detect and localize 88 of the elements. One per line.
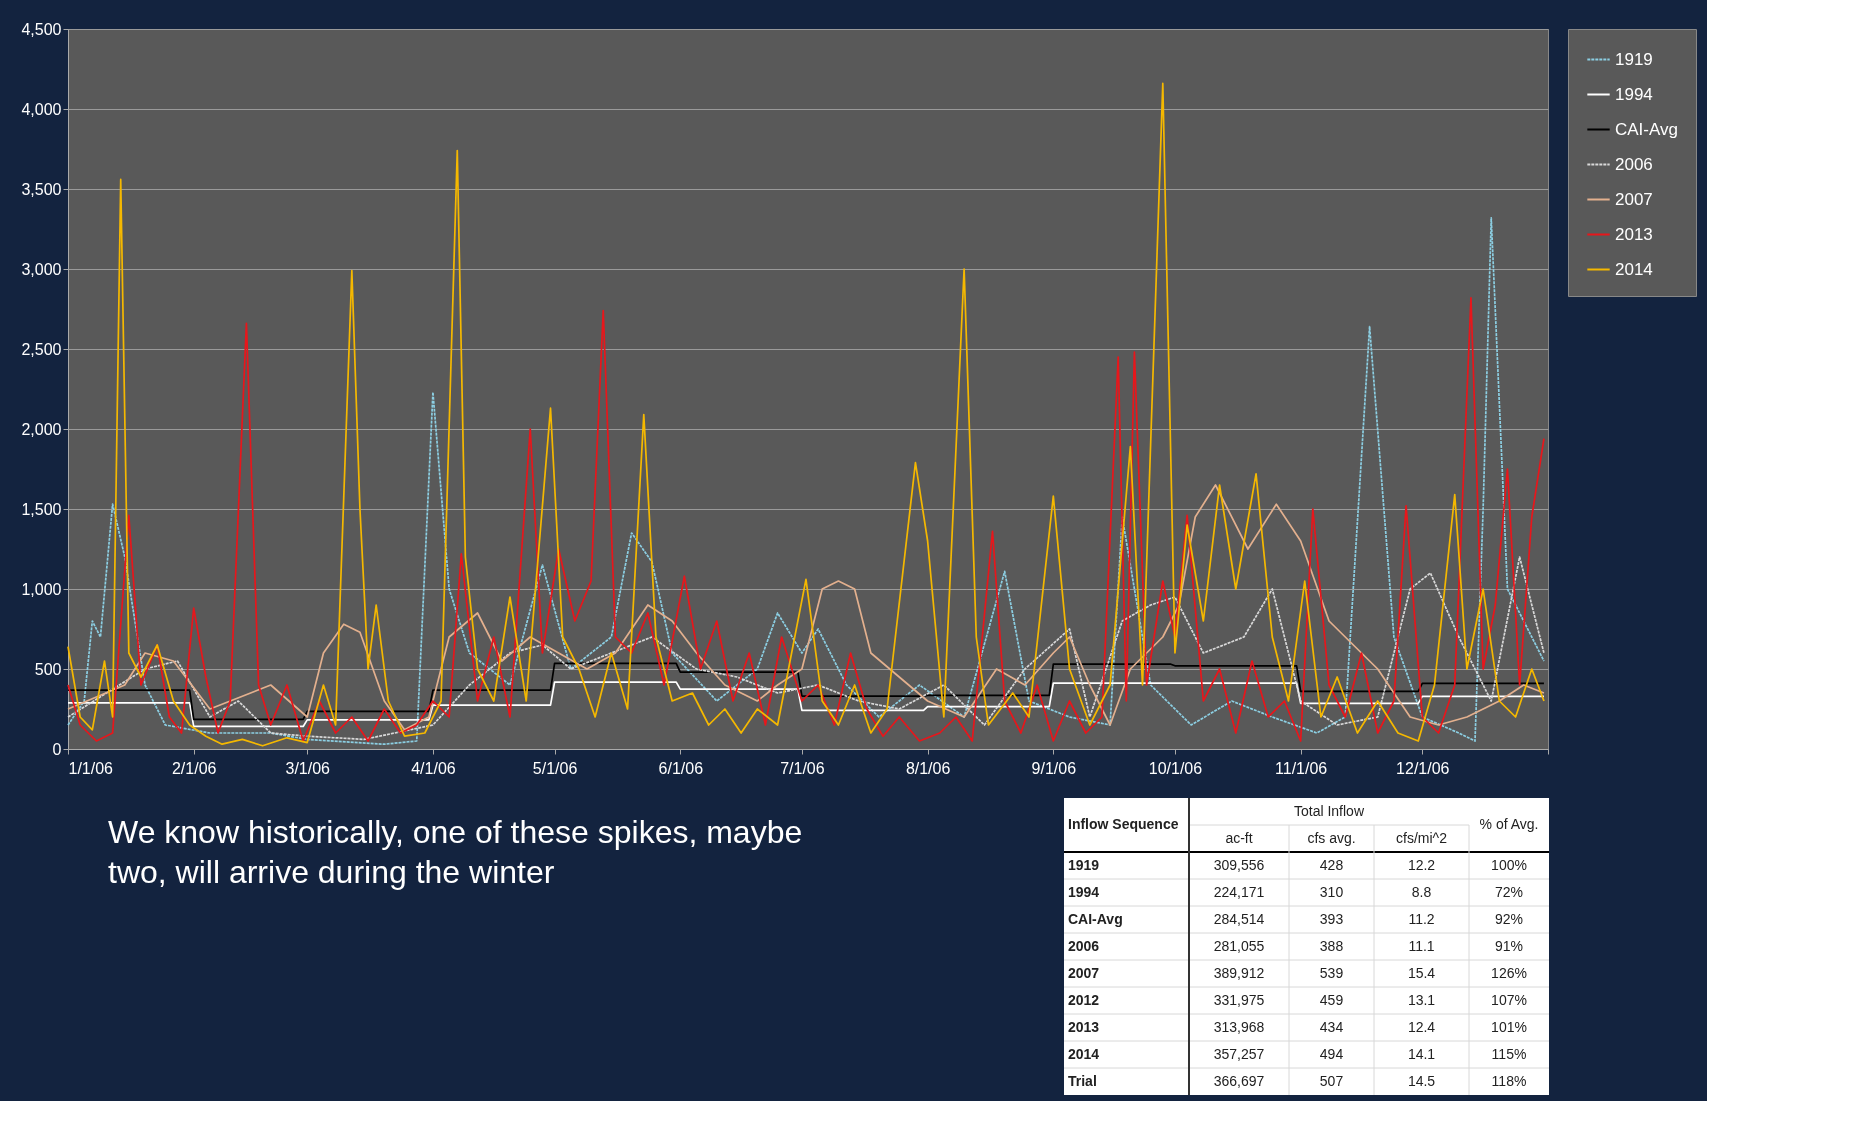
line-series — [67, 556, 1545, 741]
text: 126% — [1491, 964, 1527, 981]
text: 434 — [1319, 1018, 1344, 1035]
x-tick-label: 11/1/06 — [1275, 759, 1328, 777]
text: 284,514 — [1213, 910, 1265, 927]
text: 11.1 — [1408, 937, 1435, 954]
y-tick-label: 2,000 — [21, 420, 62, 438]
text: 2006 — [1068, 937, 1100, 954]
text: 11.2 — [1408, 910, 1435, 927]
text: 2014 — [1068, 1045, 1100, 1062]
x-tick-label: 1/1/06 — [68, 759, 114, 777]
text: 389,912 — [1213, 964, 1265, 981]
text: 366,697 — [1213, 1072, 1265, 1089]
x-tick-label: 8/1/06 — [905, 759, 951, 777]
text: 224,171 — [1213, 883, 1265, 900]
text: 393 — [1319, 910, 1344, 927]
y-tick-label: 0 — [52, 740, 62, 758]
y-tick-label: 500 — [34, 660, 62, 678]
text: 388 — [1319, 937, 1344, 954]
text: 115% — [1491, 1045, 1527, 1062]
text: 107% — [1491, 991, 1527, 1008]
text: 14.1 — [1407, 1045, 1436, 1062]
y-tick-label: 1,500 — [21, 500, 62, 518]
line-series — [67, 681, 1545, 728]
x-tick-label: 7/1/06 — [780, 759, 825, 777]
category-label: % of Avg. — [1479, 816, 1539, 832]
category-label: cfs avg. — [1307, 829, 1356, 846]
line-series — [67, 82, 1545, 747]
text: 313,968 — [1213, 1018, 1265, 1035]
y-tick-label: 3,500 — [21, 180, 62, 198]
category-label: 2012 — [1068, 991, 1100, 1008]
line-series — [67, 662, 1545, 721]
x-tick-label: 10/1/06 — [1148, 759, 1203, 777]
line-series — [67, 216, 1545, 746]
text: 494 — [1319, 1045, 1344, 1062]
category-label: Trial — [1068, 1072, 1097, 1089]
text: 331,975 — [1213, 991, 1265, 1008]
text: 15.4 — [1407, 964, 1436, 981]
text: 357,257 — [1213, 1045, 1265, 1062]
text: 91% — [1494, 937, 1524, 954]
x-tick-label: 12/1/06 — [1396, 759, 1450, 777]
text: 100% — [1491, 856, 1527, 873]
legend-label: 2013 — [1615, 224, 1653, 244]
text: 539 — [1319, 964, 1344, 981]
legend-label: 2007 — [1615, 189, 1653, 209]
text: 459 — [1319, 991, 1344, 1008]
text: 1919 — [1068, 856, 1100, 873]
text: Inflow Sequence — [1068, 816, 1179, 832]
text: 12.4 — [1407, 1018, 1436, 1035]
text: 507 — [1319, 1072, 1344, 1089]
text: 8.8 — [1411, 883, 1432, 900]
legend-label: 2006 — [1615, 154, 1653, 174]
x-tick-label: 9/1/06 — [1031, 759, 1077, 777]
legend-label: CAI-Avg — [1615, 119, 1678, 139]
text: 92% — [1494, 910, 1524, 927]
category-label: ac-ft — [1225, 829, 1253, 846]
y-tick-label: 2,500 — [21, 340, 62, 358]
x-tick-label: 6/1/06 — [658, 759, 704, 777]
text: 310 — [1319, 883, 1344, 900]
y-tick-label: 4,000 — [21, 100, 62, 118]
y-tick-label: 3,000 — [21, 260, 62, 278]
text: Total Inflow — [1293, 802, 1365, 819]
line-series — [67, 484, 1545, 731]
x-tick-label: 4/1/06 — [411, 759, 456, 777]
text: 118% — [1491, 1072, 1527, 1089]
legend-label: 1994 — [1615, 84, 1653, 104]
category-label: cfs/mi^2 — [1396, 829, 1448, 846]
text: We know historically, one of these spikes, maybe two, will arrive during the winter — [108, 814, 803, 890]
text: 281,055 — [1213, 937, 1265, 954]
text: 101% — [1491, 1018, 1527, 1035]
legend-label: 1919 — [1615, 49, 1653, 69]
text: 12.2 — [1407, 856, 1436, 873]
legend-label: 2014 — [1615, 259, 1653, 279]
text: 2007 — [1068, 964, 1100, 981]
text: 2013 — [1068, 1018, 1100, 1035]
text: 14.5 — [1407, 1072, 1436, 1089]
y-tick-label: 1,000 — [21, 580, 62, 598]
y-tick-label: 4,500 — [21, 20, 62, 38]
text: 72% — [1494, 883, 1524, 900]
text: 13.1 — [1407, 991, 1436, 1008]
text: 309,556 — [1213, 856, 1265, 873]
x-tick-label: 5/1/06 — [532, 759, 578, 777]
category-label: CAI-Avg — [1068, 910, 1123, 927]
text: 1994 — [1068, 883, 1100, 900]
text: 428 — [1319, 856, 1344, 873]
x-tick-label: 2/1/06 — [171, 759, 217, 777]
x-tick-label: 3/1/06 — [285, 759, 331, 777]
line-series — [67, 296, 1545, 742]
